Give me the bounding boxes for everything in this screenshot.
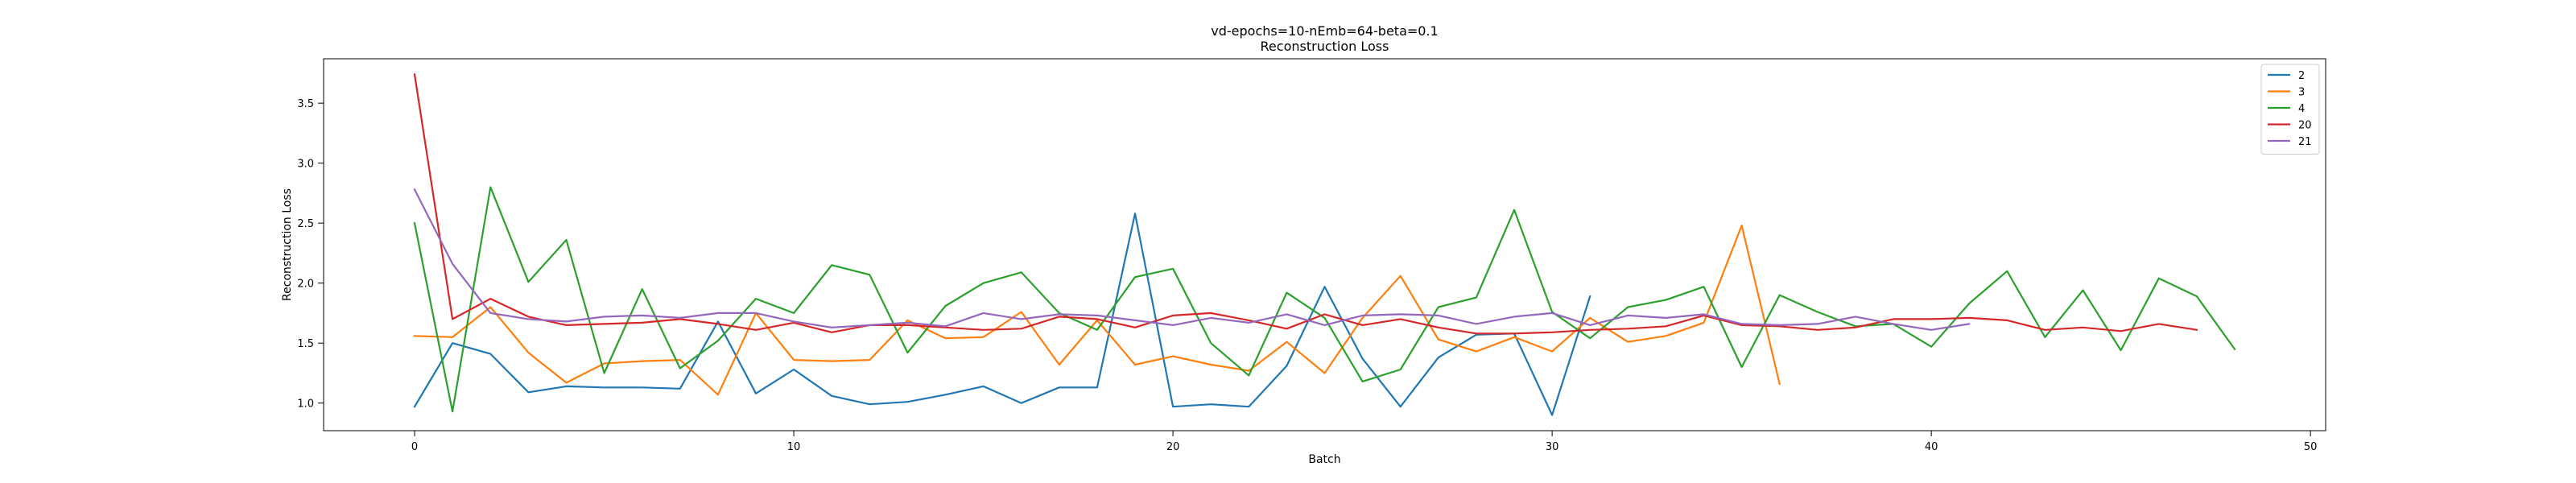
series-layer [413, 73, 2236, 416]
x-axis: 0 10 20 30 40 50 [411, 431, 2318, 453]
y-tick-label: 1.5 [297, 338, 314, 350]
x-tick-label: 50 [2304, 441, 2318, 453]
chart-subtitle: Reconstruction Loss [1261, 39, 1389, 54]
series-line-4 [413, 186, 2236, 413]
legend: 2 3 4 20 21 [2260, 64, 2320, 155]
x-axis-label: Batch [1308, 453, 1340, 466]
title-group: vd-epochs=10-nEmb=64-beta=0.1 Reconstruc… [1211, 23, 1438, 54]
chart-title: vd-epochs=10-nEmb=64-beta=0.1 [1211, 23, 1438, 39]
plot-frame [323, 58, 2326, 431]
y-tick-label: 1.0 [297, 398, 314, 411]
legend-box [2260, 64, 2320, 155]
series-line-2 [413, 213, 1591, 416]
y-tick-label: 2.0 [297, 279, 314, 291]
legend-label: 21 [2298, 136, 2312, 148]
y-tick-label: 3.5 [297, 98, 314, 110]
x-tick-label: 30 [1546, 441, 1559, 453]
y-axis-label: Reconstruction Loss [281, 188, 294, 301]
y-axis: 1.0 1.5 2.0 2.5 3.0 3.5 [297, 98, 324, 411]
x-tick-label: 20 [1166, 441, 1180, 453]
series-line-3 [413, 225, 1781, 396]
legend-label: 20 [2298, 120, 2312, 132]
legend-label: 4 [2298, 103, 2305, 115]
x-tick-label: 40 [1925, 441, 1938, 453]
series-line-20 [413, 73, 2198, 335]
x-tick-label: 10 [787, 441, 801, 453]
legend-label: 2 [2298, 70, 2305, 82]
y-tick-label: 3.0 [297, 159, 314, 171]
series-line-21 [413, 188, 1971, 331]
legend-label: 3 [2298, 87, 2305, 99]
x-tick-label: 0 [411, 441, 418, 453]
y-tick-label: 2.5 [297, 218, 314, 230]
